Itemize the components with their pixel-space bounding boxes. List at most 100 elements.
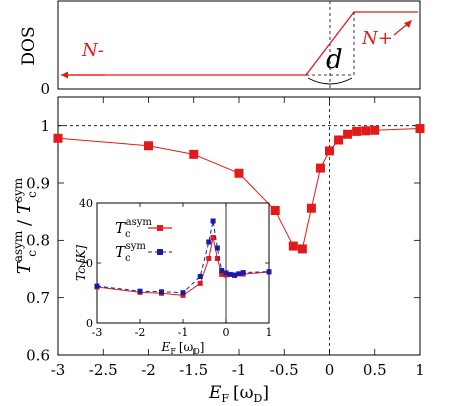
d-bracket — [307, 77, 353, 85]
xlabel-sub: F — [221, 392, 229, 405]
n-plus-arrowhead — [404, 20, 412, 28]
inset-series-1-point — [206, 239, 212, 245]
inset-series-1-point — [214, 245, 220, 251]
inset-xlabel-unit: [ω — [179, 340, 194, 354]
inset-series-1-point — [236, 271, 242, 277]
ylabel-slash: / — [14, 214, 35, 226]
inset-series-0-point — [214, 256, 220, 261]
inset-frame — [96, 202, 270, 324]
ylabel-right-sub: c — [25, 191, 39, 198]
inset-series-1-point — [227, 271, 233, 277]
main-series-0-point — [343, 129, 353, 139]
legend-marker-asym — [157, 225, 163, 231]
inset-series-1-point — [240, 270, 246, 276]
main-xtick-label: 0 — [325, 361, 335, 379]
main-series-0-line — [57, 128, 421, 250]
inset-legend: Tcasym Tcsym — [115, 217, 172, 264]
inset-xtick-label: -2 — [135, 326, 146, 339]
inset-series-1-point — [223, 270, 229, 276]
main-series-0-point — [415, 124, 425, 134]
inset-ytick-label: 20 — [79, 257, 93, 270]
dos-curve — [61, 11, 418, 76]
ylabel-left-sup: asym — [11, 230, 25, 262]
main-ytick-label: 0.8 — [26, 232, 50, 250]
main-xtick-label: -0.5 — [270, 361, 299, 379]
main-series-0-point — [189, 149, 199, 159]
xlabel-unit-sub: D — [254, 392, 263, 405]
main-series-0-point — [288, 241, 298, 251]
main-panel: -3 -2.5 -2 -1.5 -1 -0.5 0 0.5 1 0.6 0.7 0.8 0.9 1 Tas… — [11, 96, 425, 405]
inset-xtick-label: 0 — [223, 326, 230, 339]
d-label: d — [326, 45, 343, 75]
n-minus-label: N- — [81, 40, 104, 61]
xlabel-unit: [ω — [233, 383, 254, 403]
inset-series-1-point — [137, 288, 143, 294]
main-ytick-label: 0.6 — [26, 346, 50, 364]
ylabel-right: T — [14, 200, 35, 214]
legend-asym-sub: c — [125, 229, 131, 240]
main-series — [53, 124, 425, 254]
main-series-0-point — [297, 244, 307, 254]
legend-sym-sup: sym — [126, 241, 147, 252]
legend-sym-base: T — [115, 243, 126, 261]
main-xtick-label: -2 — [141, 361, 156, 379]
inset-series-1-point — [219, 268, 225, 273]
main-ytick-label: 0.7 — [26, 289, 50, 307]
main-series-0-point — [370, 125, 380, 135]
inset-series-1-point — [232, 272, 238, 278]
dos-panel: N- N+ d DOS 0 — [19, 0, 421, 98]
inset-series-0-point — [210, 235, 216, 240]
main-ytick-label: 0.9 — [26, 174, 50, 192]
main-series-0-point — [361, 126, 371, 136]
inset-series — [94, 218, 272, 298]
xlabel-base: E — [208, 383, 222, 403]
dos-frame — [57, 0, 421, 90]
inset-series-1-point — [266, 269, 272, 275]
main-xtick-label: 1 — [415, 361, 425, 379]
inset-series-0-point — [197, 280, 203, 286]
legend-label-asym: Tcasym — [115, 217, 152, 240]
inset-xtick-label: -3 — [92, 326, 103, 339]
legend-sym-sub: c — [125, 253, 131, 264]
main-series-0-point — [306, 203, 316, 213]
main-xtick-label: 0.5 — [363, 361, 387, 379]
inset-series-0-point — [206, 256, 212, 261]
inset-ylabel: Tc [K] — [74, 245, 88, 281]
main-xtick-label: -3 — [51, 361, 66, 379]
main-xtick-label: -2.5 — [89, 361, 118, 379]
main-series-0-point — [325, 146, 334, 156]
ylabel-right-sup: sym — [11, 177, 25, 202]
main-reference-lines — [58, 97, 420, 355]
main-ticks: -3 -2.5 -2 -1.5 -1 -0.5 0 0.5 1 0.6 0.7 0.8 0.9 1 — [26, 97, 425, 379]
main-series-0-point — [53, 133, 63, 143]
main-xtick-label: -1 — [232, 361, 247, 379]
inset-series-1-point — [197, 274, 203, 279]
n-plus-label: N+ — [361, 28, 393, 49]
inset-series-0-point — [219, 271, 225, 277]
inset-xtick-label: -1 — [178, 326, 189, 339]
ylabel-left: T — [14, 260, 35, 274]
ylabel-left-sub: c — [25, 250, 39, 257]
inset-xlabel: EF [ωD] — [161, 340, 205, 356]
n-minus-arrowhead — [61, 71, 68, 79]
inset-series-1-point — [94, 283, 100, 289]
inset-series-1-point — [159, 289, 164, 295]
main-ytick-label: 1 — [40, 117, 50, 135]
main-xtick-label: -1.5 — [179, 361, 208, 379]
main-series-0-point — [352, 126, 362, 136]
legend-asym-sup: asym — [126, 217, 153, 228]
main-ylabel: Tasymc/ Tsymc — [11, 177, 39, 274]
inset-series-1-point — [210, 218, 216, 224]
inset-xlabel-unit-close: ] — [200, 340, 205, 354]
inset-ytick-label: 40 — [79, 197, 93, 210]
dos-ytick-0: 0 — [40, 80, 50, 98]
dos-ylabel: DOS — [19, 26, 39, 65]
main-series-0-point — [144, 141, 153, 151]
inset-ytick-label: 0 — [86, 317, 93, 330]
xlabel-unit-close: ] — [262, 383, 269, 403]
main-xlabel: EF [ωD] — [208, 383, 269, 405]
inset-series-0-point — [180, 292, 186, 298]
inset-series-1-point — [180, 290, 186, 296]
